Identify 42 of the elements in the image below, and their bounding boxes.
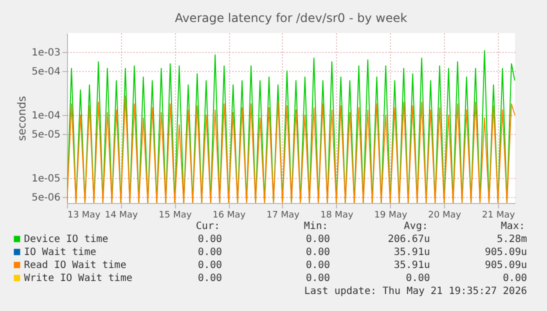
- text: 0.00: [198, 260, 222, 271]
- y-tick-label: 1e-04: [32, 110, 60, 122]
- legend-label: Read IO Wait time: [24, 260, 126, 271]
- text: Min:: [304, 221, 328, 232]
- text: Max:: [500, 221, 525, 232]
- x-tick-label: 15 May: [158, 210, 192, 220]
- text: Cur:: [196, 221, 220, 232]
- text: 0.00: [306, 273, 330, 284]
- text: 0.00: [306, 260, 330, 271]
- text: 35.91u: [394, 260, 430, 271]
- text: 0.00: [198, 247, 222, 258]
- text: 35.91u: [394, 247, 430, 258]
- x-tick-label: 20 May: [428, 210, 462, 220]
- y-axis-title: seconds: [16, 96, 29, 141]
- x-tick-label: 14 May: [104, 210, 139, 220]
- x-tick-label: 19 May: [374, 210, 408, 220]
- legend-label: IO Wait time: [24, 247, 96, 258]
- y-tick-label: 1e-03: [32, 47, 60, 58]
- text: 0.00: [306, 247, 330, 258]
- text: 0.00: [502, 273, 527, 284]
- text: Last update: Thu May 21 19:35:27 2026: [304, 286, 527, 297]
- text: 0.00: [198, 273, 222, 284]
- legend-label: Write IO Wait time: [24, 273, 132, 284]
- text: 0.00: [406, 273, 430, 284]
- text: 206.67u: [388, 234, 430, 245]
- text: 905.09u: [484, 260, 527, 271]
- text: 5.28m: [496, 234, 527, 245]
- y-tick-label: 5e-05: [32, 129, 60, 140]
- text: Avg:: [404, 221, 428, 232]
- y-tick-label: 5e-04: [32, 66, 60, 78]
- x-tick-label: 16 May: [212, 210, 246, 220]
- x-tick-label: 18 May: [320, 210, 354, 220]
- x-tick-label: 17 May: [266, 210, 300, 220]
- chart-title: Average latency for /dev/sr0 - by week: [174, 11, 408, 25]
- text: 0.00: [306, 234, 330, 245]
- text: 0.00: [198, 234, 222, 245]
- y-tick-label: 1e-05: [32, 173, 60, 184]
- x-tick-label: 21 May: [482, 210, 516, 220]
- x-tick-label: 13 May: [68, 210, 102, 220]
- text: 905.09u: [484, 247, 527, 258]
- y-tick-label: 5e-06: [32, 192, 60, 204]
- legend-label: Device IO time: [24, 234, 108, 245]
